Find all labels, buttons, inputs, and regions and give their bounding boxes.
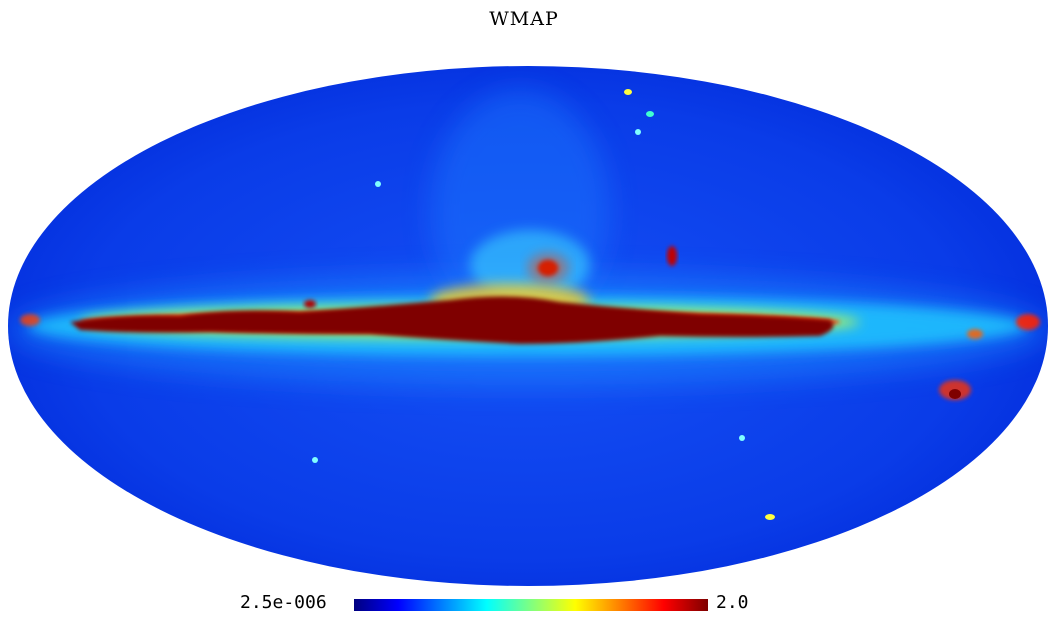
colorbar	[354, 599, 708, 611]
colorbar-max-label: 2.0	[716, 592, 749, 613]
source-small-5	[635, 129, 641, 135]
source-small-4	[312, 457, 318, 463]
source-small-2	[739, 435, 745, 441]
source-ophiuchus	[667, 246, 677, 266]
source-small-1	[375, 181, 381, 187]
source-east-edge	[20, 314, 40, 326]
source-west-edge	[1016, 314, 1040, 330]
source-cygnus-halo	[528, 254, 568, 282]
source-north-pole	[624, 89, 632, 95]
colorbar-min-label: 2.5e-006	[240, 592, 327, 613]
mollweide-map	[8, 66, 1048, 586]
source-left-knot	[304, 300, 316, 308]
plane-core	[70, 296, 834, 344]
source-small-3	[765, 514, 775, 520]
source-top	[646, 111, 654, 117]
map-title: WMAP	[489, 8, 559, 30]
source-right-knot	[967, 329, 983, 339]
source-orion-core	[949, 389, 961, 399]
